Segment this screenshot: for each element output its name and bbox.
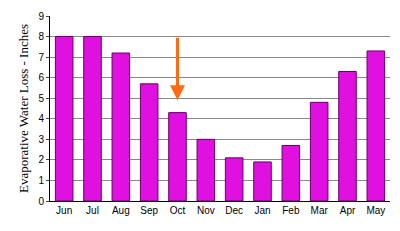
svg-text:1: 1 [38,175,44,186]
svg-text:3: 3 [38,134,44,145]
svg-text:2: 2 [38,154,44,165]
svg-text:7: 7 [38,52,44,63]
svg-text:Oct: Oct [170,205,186,216]
svg-text:6: 6 [38,72,44,83]
svg-text:Apr: Apr [340,205,356,216]
svg-text:Dec: Dec [225,205,243,216]
svg-text:Jul: Jul [86,205,99,216]
svg-text:8: 8 [38,31,44,42]
svg-text:Feb: Feb [282,205,300,216]
svg-text:Mar: Mar [311,205,329,216]
svg-text:Nov: Nov [197,205,215,216]
svg-text:Aug: Aug [112,205,130,216]
svg-text:Evaporative Water Loss - Inche: Evaporative Water Loss - Inches [16,24,31,193]
svg-text:Sep: Sep [140,205,158,216]
svg-text:May: May [366,205,385,216]
svg-text:9: 9 [38,11,44,22]
svg-text:5: 5 [38,93,44,104]
svg-text:4: 4 [38,113,44,124]
svg-text:Jan: Jan [254,205,270,216]
svg-text:Jun: Jun [56,205,72,216]
svg-text:0: 0 [38,196,44,207]
